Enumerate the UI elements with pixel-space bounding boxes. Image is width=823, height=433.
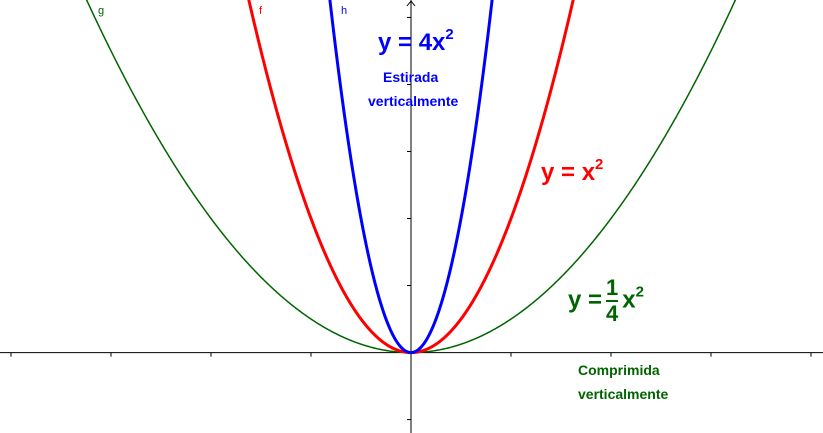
equation-f-text: y = x [541, 159, 596, 186]
curve-label-h: h [341, 5, 348, 17]
equation-h-exponent: 2 [445, 26, 454, 43]
equation-h-text: y = 4x [378, 29, 446, 56]
equation-g-text: y = [568, 286, 603, 314]
curve-label-g: g [98, 5, 105, 17]
y-axis-arrow-icon [406, 0, 416, 7]
equation-f-exponent: 2 [595, 156, 604, 173]
equation-g: y = 1 4 x2 [568, 276, 644, 326]
curve-h [328, 0, 494, 355]
equation-g-variable: x [622, 286, 636, 314]
stretched-label-2: verticalmente [368, 93, 459, 109]
equation-h: y = 4x2 [378, 26, 454, 57]
compressed-label-2: verticalmente [578, 386, 669, 402]
compressed-label-1: Comprimida [578, 362, 660, 378]
curve-label-f: f [259, 5, 263, 17]
equation-f: y = x2 [541, 156, 603, 187]
equation-g-exponent: 2 [635, 283, 644, 301]
equation-g-numerator: 1 [606, 275, 619, 302]
stretched-label-1: Estirada [383, 69, 439, 85]
equation-g-denominator: 4 [606, 301, 619, 326]
